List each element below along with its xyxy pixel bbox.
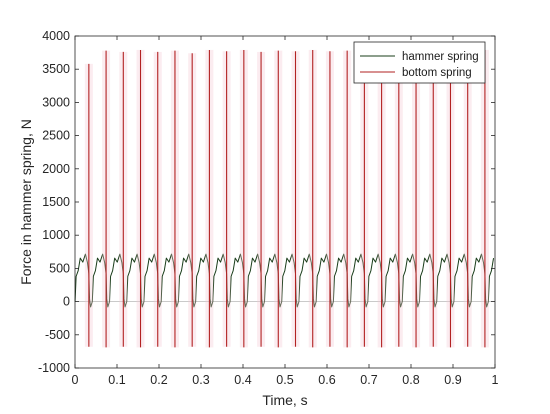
x-tick-label: 0.4 (234, 373, 251, 387)
y-tick-label: 1500 (42, 195, 70, 209)
x-tick-label: 0.5 (276, 373, 293, 387)
data-layer (74, 49, 495, 348)
y-tick-label: -500 (45, 328, 70, 342)
y-axis-title: Force in hammer spring, N (18, 119, 34, 285)
x-tick-label: 0.2 (150, 373, 167, 387)
y-tick-label: -1000 (38, 361, 70, 375)
y-tick-label: 1000 (42, 228, 70, 242)
x-tick-label: 0 (72, 373, 79, 387)
x-tick-label: 0.3 (192, 373, 209, 387)
x-tick-label: 0.8 (402, 373, 419, 387)
x-tick-label: 0.1 (108, 373, 125, 387)
x-tick-label: 1 (492, 373, 499, 387)
y-tick-label: 3000 (42, 95, 70, 109)
x-tick-label: 0.9 (444, 373, 461, 387)
legend-label-bottom-spring: bottom spring (402, 67, 472, 79)
x-axis-title: Time, s (262, 392, 307, 408)
ticks-layer: 0 0.1 0.2 0.3 0.4 0.5 0.6 0.7 0.8 0.9 1 -1000 -500 0 5… (38, 29, 499, 387)
series-bottom-spring (84, 49, 489, 348)
y-tick-label: 4000 (42, 29, 70, 43)
legend-label-hammer-spring: hammer spring (402, 51, 479, 63)
series-hammer-spring-line (74, 253, 495, 308)
x-tick-label: 0.7 (360, 373, 377, 387)
legend-box (353, 41, 486, 84)
y-tick-label: 3500 (42, 62, 70, 76)
y-tick-label: 2000 (42, 162, 70, 176)
plot-area (75, 36, 495, 368)
legend: hammer spring bottom spring (353, 41, 486, 84)
y-tick-label: 500 (49, 261, 70, 275)
x-tick-label: 0.6 (318, 373, 335, 387)
y-tick-label: 0 (63, 295, 70, 309)
y-tick-label: 2500 (42, 129, 70, 143)
